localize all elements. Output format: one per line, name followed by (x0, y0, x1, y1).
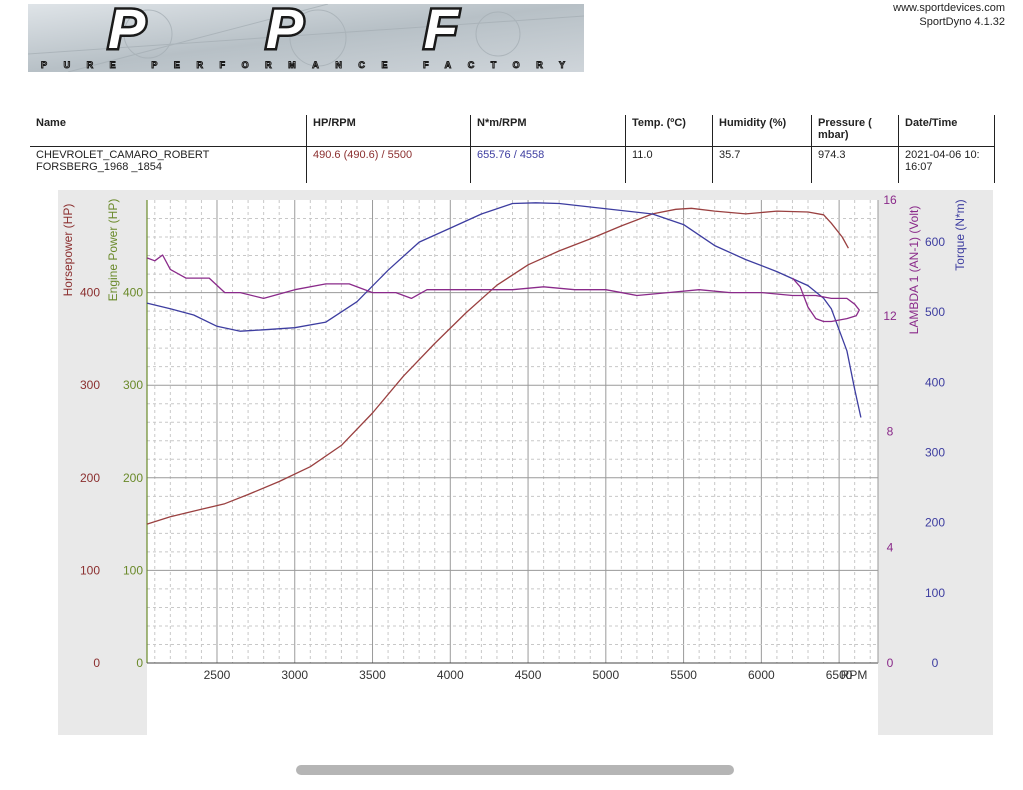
x-tick-label: 3500 (359, 668, 386, 682)
x-tick-label: 2500 (204, 668, 231, 682)
col-name: Name (30, 115, 307, 147)
ppf-logo: PPF PURE PERFORMANCE FACTORY (28, 4, 584, 72)
lambda-tick-label: 4 (887, 540, 894, 554)
series-line-torque (146, 202, 862, 418)
x-tick-label: 4000 (437, 668, 464, 682)
engine-power-tick-label: 100 (123, 563, 143, 577)
col-nm-rpm: N*m/RPM (470, 115, 626, 147)
torque-tick-label: 100 (925, 586, 945, 600)
lambda-tick-label: 16 (883, 193, 897, 207)
cell-humidity: 35.7 (712, 146, 812, 183)
lambda-axis-title: LAMBDA 1 (AN-1) (Volt) (907, 206, 921, 335)
torque-axis-title: Torque (N*m) (953, 199, 967, 270)
col-hp-rpm: HP/RPM (306, 115, 471, 147)
col-temp: Temp. (ºC) (625, 115, 713, 147)
engine-power-tick-label: 0 (136, 656, 143, 670)
x-tick-label: 5500 (670, 668, 697, 682)
engine-power-tick-label: 400 (123, 286, 143, 300)
cell-datetime: 2021-04-06 10: 16:07 (898, 146, 995, 183)
col-pressure: Pressure ( mbar) (811, 115, 899, 147)
x-tick-label: 4500 (515, 668, 542, 682)
cell-nm-rpm: 655.76 / 4558 (470, 146, 626, 183)
torque-tick-label: 400 (925, 375, 945, 389)
lambda-tick-label: 12 (883, 309, 897, 323)
website-label: www.sportdevices.com (893, 2, 1005, 14)
cell-hp-rpm: 490.6 (490.6) / 5500 (306, 146, 471, 183)
engine-power-tick-label: 300 (123, 378, 143, 392)
col-humidity: Humidity (%) (712, 115, 812, 147)
hp-tick-label: 0 (93, 656, 100, 670)
cell-temp: 11.0 (625, 146, 713, 183)
x-axis-label: RPM (841, 668, 868, 682)
table-row: CHEVROLET_CAMARO_ROBERT FORSBERG_1968 _1… (30, 146, 995, 183)
x-tick-label: 6500 (826, 668, 853, 682)
hp-tick-label: 100 (80, 563, 100, 577)
lambda-tick-label: 8 (887, 425, 894, 439)
hp-tick-label: 200 (80, 471, 100, 485)
series-line-lambda (146, 254, 860, 323)
x-tick-label: 5000 (592, 668, 619, 682)
x-tick-label: 6000 (748, 668, 775, 682)
torque-tick-label: 0 (932, 656, 939, 670)
cell-name: CHEVROLET_CAMARO_ROBERT FORSBERG_1968 _1… (30, 146, 307, 183)
x-tick-label: 3000 (281, 668, 308, 682)
run-info-table: Name HP/RPM N*m/RPM Temp. (ºC) Humidity … (30, 115, 995, 183)
torque-tick-label: 200 (925, 516, 945, 530)
hp-axis-title: Horsepower (HP) (61, 204, 75, 297)
torque-tick-label: 300 (925, 446, 945, 460)
dyno-chart: 2500 3000 3500 4000 4500 5000 5500 6000 6500RPM0… (58, 190, 993, 735)
x-axis-area (147, 663, 878, 735)
col-datetime: Date/Time (898, 115, 995, 147)
software-version: SportDyno 4.1.32 (919, 16, 1005, 28)
plot-area (147, 200, 878, 663)
series-line-horsepower (146, 207, 849, 525)
torque-tick-label: 600 (925, 235, 945, 249)
logo-text: PPF (108, 4, 488, 60)
lambda-tick-label: 0 (887, 656, 894, 670)
engine-power-axis-title: Engine Power (HP) (106, 199, 120, 302)
cell-pressure: 974.3 (811, 146, 899, 183)
home-indicator (296, 765, 734, 775)
engine-power-tick-label: 200 (123, 471, 143, 485)
torque-tick-label: 500 (925, 305, 945, 319)
hp-tick-label: 400 (80, 286, 100, 300)
hp-tick-label: 300 (80, 378, 100, 392)
